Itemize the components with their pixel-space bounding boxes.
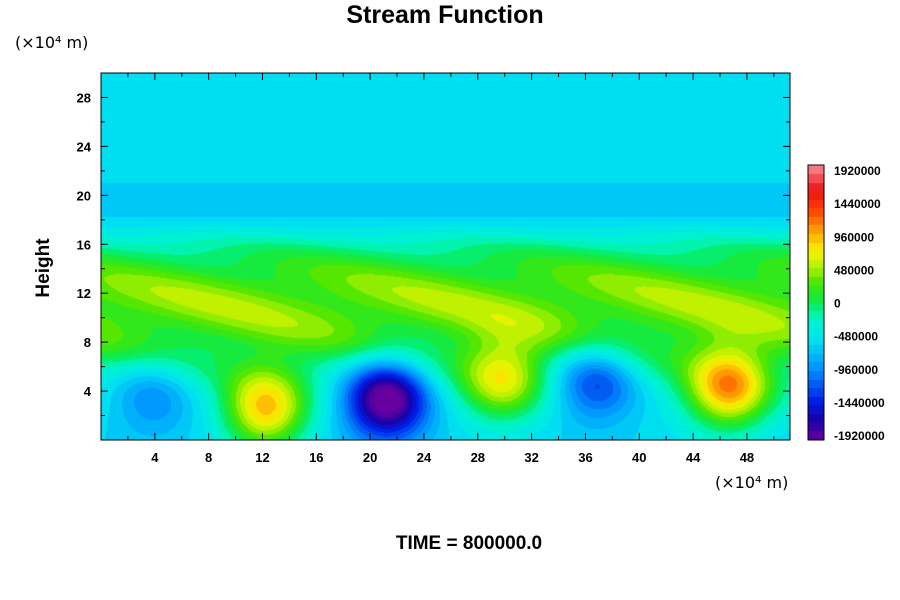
x-axis-tick-label: 20 xyxy=(363,450,377,465)
x-axis-tick-label: 28 xyxy=(471,450,485,465)
y-axis-tick-label: 8 xyxy=(84,335,91,350)
x-axis-tick-label: 12 xyxy=(255,450,269,465)
colorbar-tick-label: -480000 xyxy=(834,330,878,344)
colorbar-tick-label: 960000 xyxy=(834,230,874,244)
y-axis-tick-label: 28 xyxy=(77,90,91,105)
x-axis-tick-label: 16 xyxy=(309,450,323,465)
x-axis-unit-label: (×10⁴ m) xyxy=(715,473,788,492)
x-axis-tick-label: 8 xyxy=(205,450,212,465)
y-axis-tick-label: 20 xyxy=(77,188,91,203)
y-axis-tick-label: 4 xyxy=(84,384,92,399)
colorbar-labels: 1920000 1440000 960000 480000 0 -480000 -96000… xyxy=(834,164,885,443)
colorbar-tick-label: 480000 xyxy=(834,263,874,277)
y-axis-tick-label: 12 xyxy=(77,286,91,301)
colorbar-tick-label: -1920000 xyxy=(834,429,885,443)
y-axis-tick-label: 16 xyxy=(77,237,91,252)
x-axis-tick-label: 4 xyxy=(151,450,159,465)
colorbar: 1920000 1440000 960000 480000 0 -480000 -96000… xyxy=(807,164,885,443)
x-axis-tick-label: 44 xyxy=(686,450,701,465)
x-axis-tick-label: 24 xyxy=(417,450,432,465)
y-axis-tick-label: 24 xyxy=(77,139,92,154)
x-axis-tick-label: 48 xyxy=(740,450,754,465)
time-label: TIME = 800000.0 xyxy=(396,533,542,554)
y-axis-unit-label: (×10⁴ m) xyxy=(15,33,88,52)
x-axis-tick-label: 32 xyxy=(524,450,538,465)
colorbar-tick-label: -1440000 xyxy=(834,396,885,410)
chart-title: Stream Function xyxy=(346,1,543,29)
colorbar-tick-label: 1920000 xyxy=(834,164,881,178)
stream-function-field xyxy=(101,73,790,440)
colorbar-tick-label: 1440000 xyxy=(834,197,881,211)
colorbar-tick-label: -960000 xyxy=(834,363,878,377)
colorbar-gradient xyxy=(808,165,824,440)
x-axis-tick-label: 40 xyxy=(632,450,646,465)
x-axis-tick-label: 36 xyxy=(578,450,592,465)
colorbar-frame xyxy=(807,164,825,441)
colorbar-tick-label: 0 xyxy=(834,297,841,311)
plot-frame xyxy=(100,72,791,441)
y-axis-label: Height xyxy=(33,238,54,298)
